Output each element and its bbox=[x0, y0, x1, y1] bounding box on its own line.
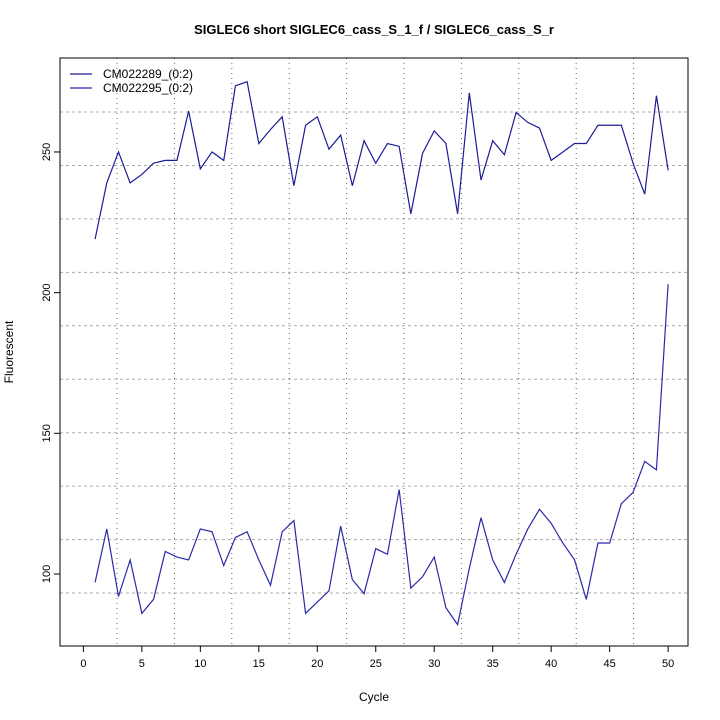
x-tick-label: 0 bbox=[80, 658, 86, 670]
series-line-2 bbox=[94, 284, 669, 627]
x-tick-label: 35 bbox=[487, 658, 499, 670]
x-tick-label: 5 bbox=[139, 658, 145, 670]
legend-label: CM022289_(0:2) bbox=[103, 67, 193, 81]
x-tick-label: 45 bbox=[604, 658, 616, 670]
y-tick-label: 200 bbox=[41, 283, 53, 301]
legend: CM022289_(0:2)CM022295_(0:2) bbox=[70, 67, 193, 95]
series-line-1 bbox=[94, 80, 669, 240]
chart-title: SIGLEC6 short SIGLEC6_cass_S_1_f / SIGLE… bbox=[194, 22, 554, 37]
y-tick-label: 100 bbox=[41, 565, 53, 583]
x-tick-label: 40 bbox=[545, 658, 557, 670]
series-layer bbox=[94, 80, 669, 627]
legend-label: CM022295_(0:2) bbox=[103, 81, 193, 95]
x-axis: 0 5 10 15 20 25 30 35 40 45 50 bbox=[80, 645, 674, 670]
x-tick-label: 10 bbox=[194, 658, 206, 670]
x-tick-label: 20 bbox=[311, 658, 323, 670]
y-tick-label: 250 bbox=[41, 143, 53, 161]
x-tick-label: 30 bbox=[428, 658, 440, 670]
x-tick-label: 15 bbox=[253, 658, 265, 670]
x-tick-label: 25 bbox=[370, 658, 382, 670]
y-tick-label: 150 bbox=[41, 424, 53, 442]
x-axis-label: Cycle bbox=[359, 690, 389, 704]
x-tick-label: 50 bbox=[662, 658, 674, 670]
y-axis: 100 150 200 250 bbox=[41, 143, 61, 583]
y-axis-label: Fluorescent bbox=[2, 320, 16, 383]
